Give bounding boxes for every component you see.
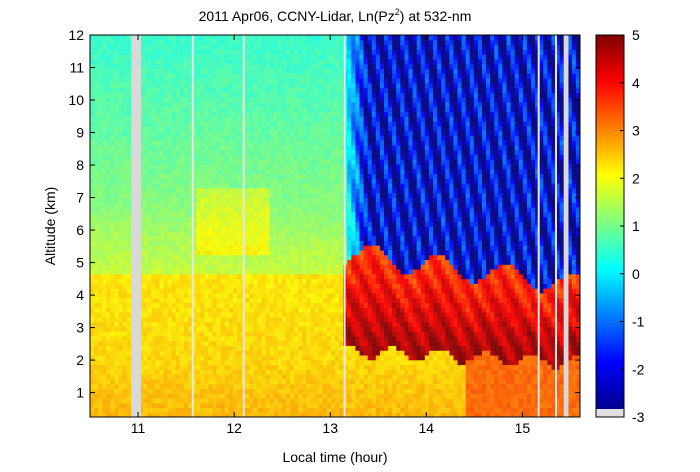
- chart-title-main: 2011 Apr06, CCNY-Lidar, Ln(Pz: [199, 8, 395, 24]
- chart-title: 2011 Apr06, CCNY-Lidar, Ln(Pz2) at 532-n…: [199, 7, 472, 24]
- chart-title-tail: ) at 532-nm: [400, 8, 472, 24]
- chart-title-superscript: 2: [395, 7, 400, 17]
- plot-area: [90, 35, 580, 417]
